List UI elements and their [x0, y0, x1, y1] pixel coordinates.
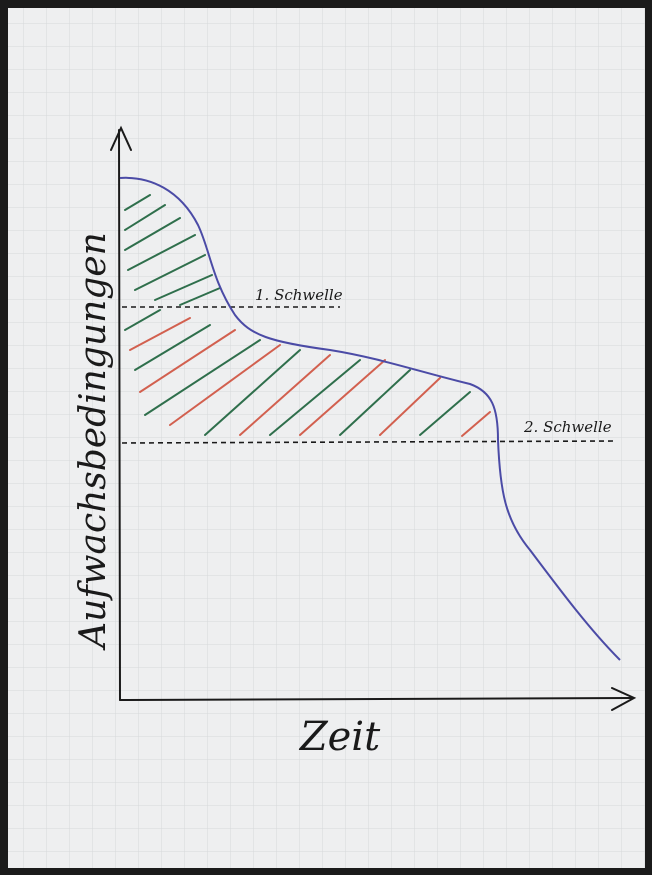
threshold-1-label: 1. Schwelle — [255, 286, 343, 304]
y-axis-label: Aufwachsbedingungen — [73, 232, 114, 651]
axes — [110, 125, 637, 711]
y-axis — [118, 129, 121, 701]
threshold-2-line — [121, 440, 616, 444]
x-arrow — [611, 687, 637, 711]
y-arrow — [110, 125, 132, 151]
x-axis — [119, 697, 633, 701]
hatching — [124, 194, 491, 437]
curve — [119, 176, 621, 661]
grid-paper — [8, 8, 645, 868]
threshold-2-label: 2. Schwelle — [523, 418, 612, 436]
x-axis-label: Zeit — [298, 714, 381, 760]
